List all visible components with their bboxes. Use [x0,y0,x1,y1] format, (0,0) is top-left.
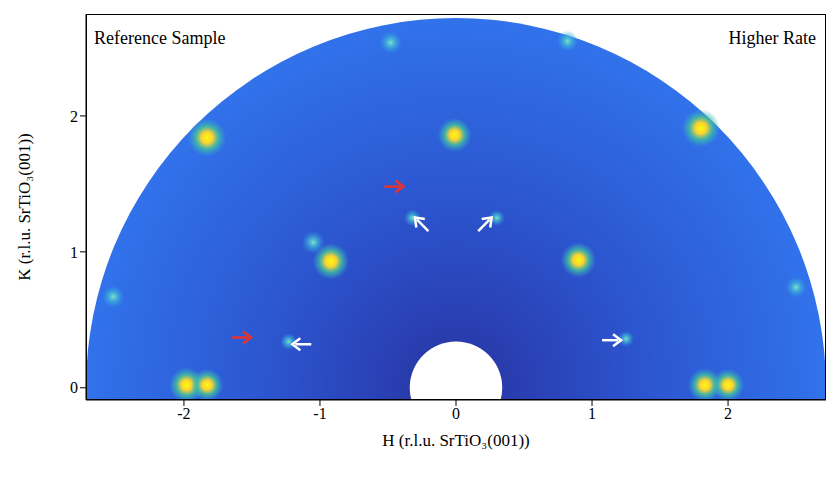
svg-text:0: 0 [70,379,78,396]
svg-text:2: 2 [70,108,78,125]
svg-text:2: 2 [724,405,732,422]
html-text:Higher Rate: Higher Rate [728,28,816,48]
svg-text:-1: -1 [313,405,326,422]
svg-text:-2: -2 [177,405,190,422]
svg-text:1: 1 [588,405,596,422]
svg-text:1: 1 [70,244,78,261]
svg-text:H (r.l.u. SrTiO₃(001)): H (r.l.u. SrTiO₃(001)) [382,431,529,450]
svg-text:0: 0 [452,405,460,422]
svg-text:K (r.l.u. SrTiO₃(001)): K (r.l.u. SrTiO₃(001)) [15,133,34,280]
html-text:Reference Sample: Reference Sample [94,28,226,48]
